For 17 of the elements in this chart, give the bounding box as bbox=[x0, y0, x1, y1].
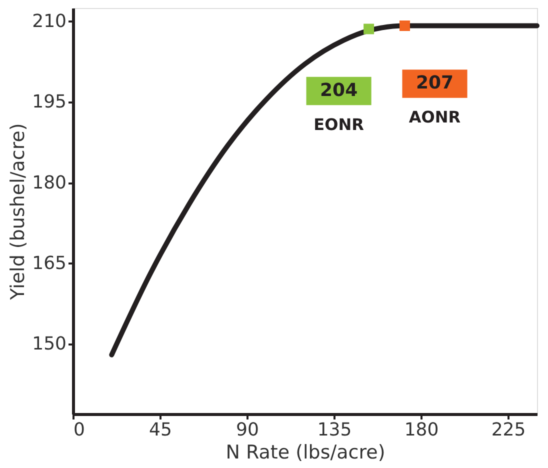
x-tick-label: 90 bbox=[236, 420, 259, 440]
x-tick-label: 0 bbox=[74, 420, 85, 440]
y-tick-label: 210 bbox=[32, 10, 66, 32]
y-tick-label: 180 bbox=[32, 172, 66, 194]
x-tick-label: 225 bbox=[491, 420, 526, 440]
y-tick-label: 165 bbox=[32, 252, 66, 274]
legend-label: EONR bbox=[314, 114, 364, 134]
annotation: 204 bbox=[320, 80, 358, 101]
x-tick-label: 45 bbox=[149, 420, 172, 440]
x-axis-title: N Rate (lbs/acre) bbox=[226, 442, 386, 464]
y-tick-label: 150 bbox=[32, 334, 66, 355]
annotation: 207 bbox=[416, 72, 454, 94]
legend-label: AONR bbox=[408, 108, 461, 127]
x-tick-label: 180 bbox=[404, 420, 439, 440]
y-tick-label: 195 bbox=[32, 92, 66, 113]
y-axis-title: Yield (bushel/acre) bbox=[7, 123, 30, 301]
x-tick-label: 135 bbox=[317, 420, 352, 440]
